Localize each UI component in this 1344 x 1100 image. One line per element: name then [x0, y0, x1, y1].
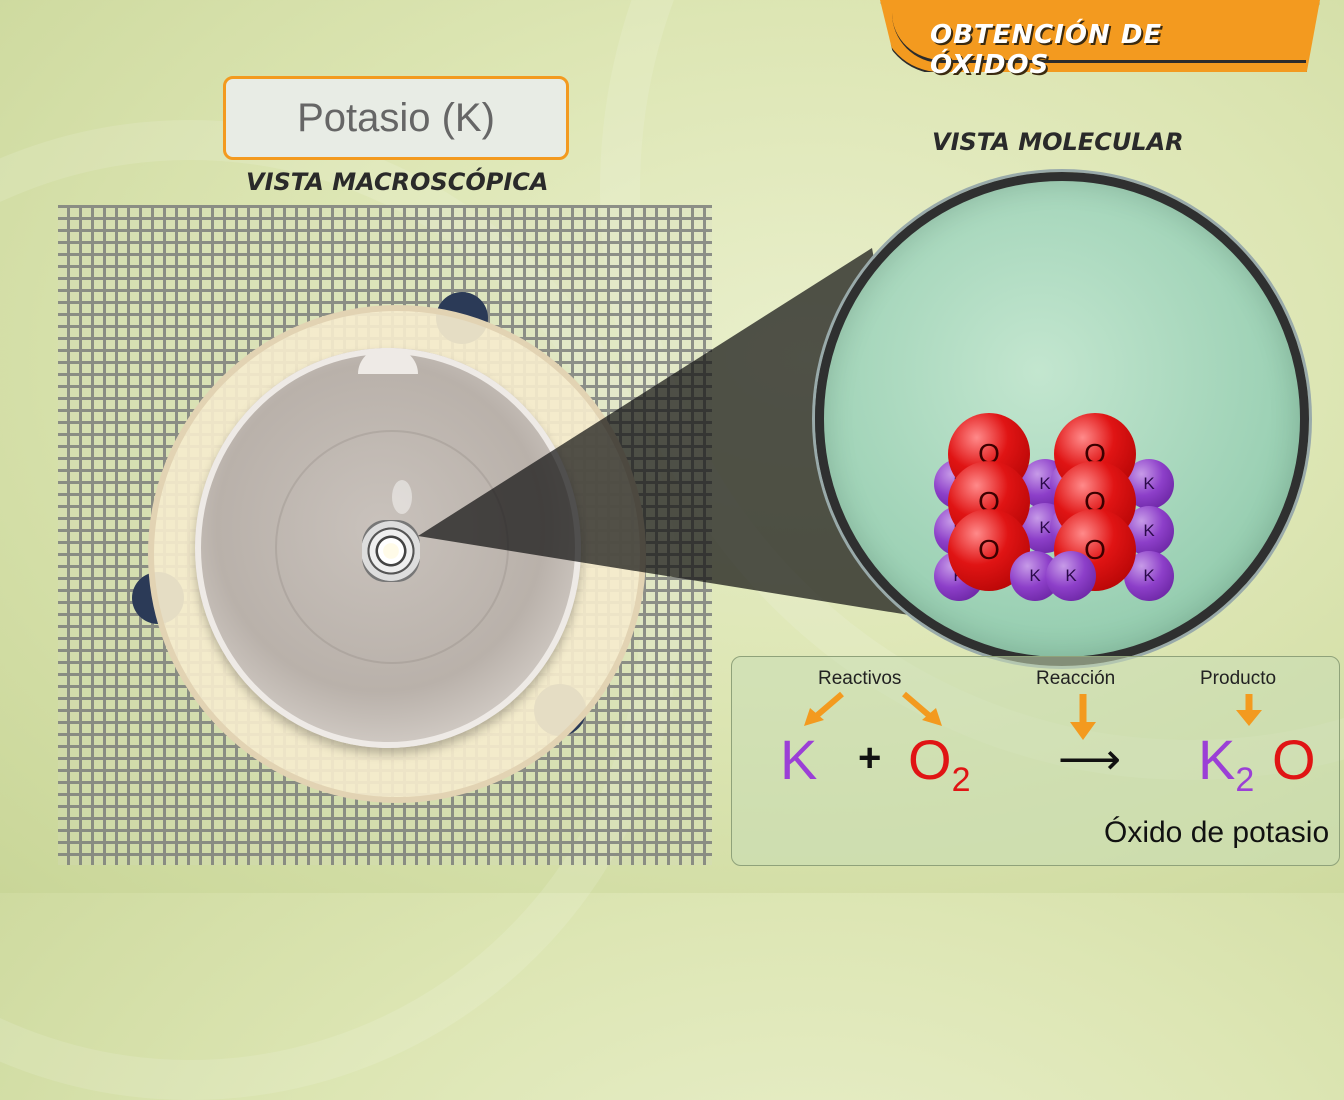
reactant-oxygen-subscript: 2 [951, 761, 971, 799]
macro-view-title: VISTA MACROSCÓPICA [246, 168, 549, 196]
reactants-label: Reactivos [818, 668, 902, 689]
product-oxygen: O [1272, 728, 1316, 791]
product-potassium-symbol: K [1198, 728, 1236, 791]
reaction-label: Reacción [1036, 668, 1116, 689]
potassium-sample[interactable] [362, 520, 420, 582]
molecular-view-title: VISTA MOLECULAR [932, 128, 1184, 156]
product-potassium-subscript: 2 [1235, 761, 1255, 799]
reactant-oxygen: O2 [908, 732, 970, 798]
arrow-icon [902, 691, 942, 726]
product-name: Óxido de potasio [1104, 816, 1330, 849]
potassium-atom: K [1046, 551, 1096, 601]
page-title: OBTENCIÓN DE ÓXIDOS [930, 20, 1163, 80]
arrow-icon [1236, 694, 1262, 726]
arrow-icon [804, 691, 844, 726]
reactant-potassium: K [780, 728, 818, 791]
equation-panel [731, 656, 1340, 866]
product-potassium: K2 [1198, 732, 1254, 798]
header-tab-border [892, 0, 1306, 63]
plus-sign: + [858, 736, 882, 780]
molecular-view-lens[interactable]: K K K K K K K K K K O O O O O O K K [815, 172, 1309, 666]
reactant-oxygen-symbol: O [908, 728, 952, 791]
arrow-icon [1070, 694, 1096, 740]
product-label: Producto [1200, 668, 1277, 689]
reaction-arrow: ⟶ [1058, 735, 1122, 784]
crucible-glint [392, 480, 412, 514]
element-label: Potasio (K) [223, 76, 569, 160]
